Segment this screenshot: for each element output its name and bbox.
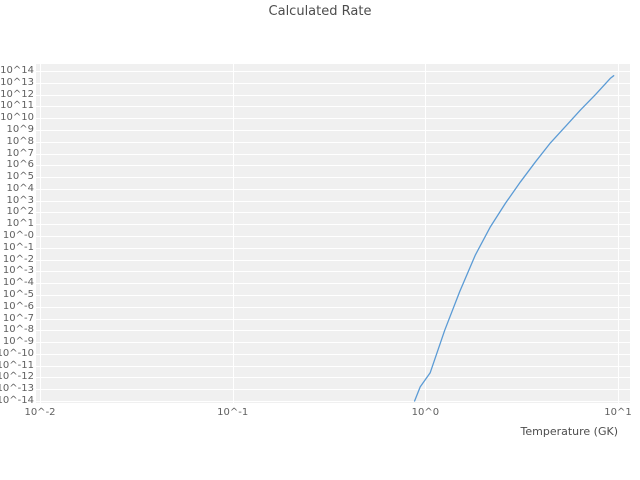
y-tick-label: 10^-6: [2, 300, 34, 312]
x-tick-label: 10^-1: [217, 407, 249, 418]
y-tick-label: 10^9: [6, 123, 34, 135]
y-tick-label: 10^-4: [2, 277, 34, 289]
x-tick-label: 10^-2: [24, 407, 56, 418]
plot-area: [36, 64, 630, 403]
y-tick-label: 10^-13: [0, 383, 34, 395]
y-tick-label: 10^11: [0, 100, 34, 112]
y-tick-label: 10^13: [0, 76, 34, 88]
rate-line: [413, 75, 615, 402]
y-tick-label: 10^-1: [2, 241, 34, 253]
gridlines: [36, 64, 630, 403]
y-tick-label: 10^3: [6, 194, 34, 206]
y-tick-label: 10^10: [0, 112, 34, 124]
y-tick-label: 10^-14: [0, 395, 34, 406]
x-axis-label: Temperature (GK): [520, 425, 619, 438]
y-tick-label: 10^7: [6, 147, 34, 159]
x-tick-label: 10^1: [604, 407, 632, 418]
y-tick-label: 10^-10: [0, 347, 34, 359]
y-tick-label: 10^-0: [2, 230, 34, 241]
y-tick-label: 10^-8: [2, 324, 34, 336]
y-tick-label: 10^4: [6, 182, 34, 194]
y-tick-label: 10^-3: [2, 265, 34, 277]
plot-canvas: [36, 64, 630, 403]
y-tick-label: 10^8: [6, 135, 34, 147]
y-tick-label: 10^-12: [0, 371, 34, 383]
y-tick-label: 10^-9: [2, 336, 34, 348]
chart-title: Calculated Rate: [268, 4, 372, 19]
y-tick-label: 10^2: [6, 206, 34, 218]
y-tick-label: 10^-5: [2, 288, 34, 300]
y-tick-label: 10^-2: [2, 253, 34, 265]
y-tick-label: 10^1: [6, 218, 34, 230]
y-tick-label: 10^5: [6, 171, 34, 183]
y-tick-label: 10^14: [0, 65, 34, 76]
y-tick-label: 10^-11: [0, 359, 34, 371]
y-tick-label: 10^12: [0, 88, 34, 100]
y-tick-label: 10^6: [6, 159, 34, 171]
y-tick-label: 10^-7: [2, 312, 34, 324]
x-tick-label: 10^0: [411, 407, 440, 418]
